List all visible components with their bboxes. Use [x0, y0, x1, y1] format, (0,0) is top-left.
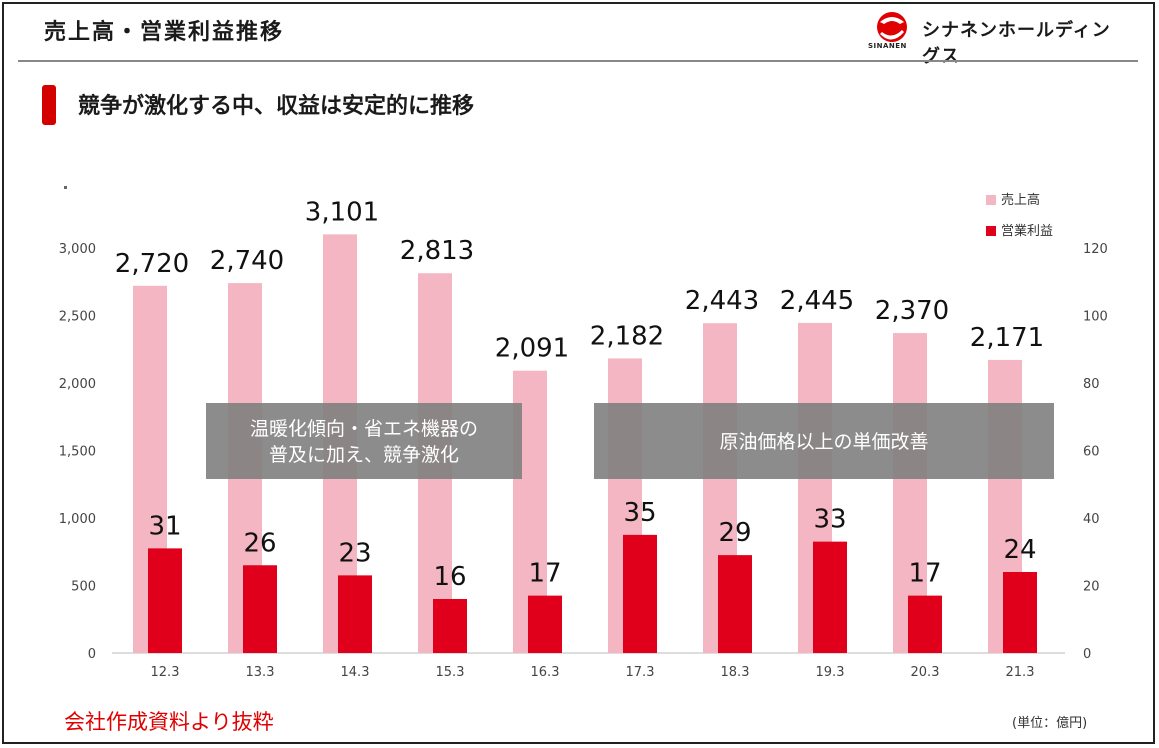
profit-data-label: 31 [148, 511, 181, 541]
subtitle-accent-bar [42, 85, 56, 125]
sales-data-label: 2,445 [780, 286, 854, 316]
profit-data-label: 24 [1003, 535, 1036, 565]
header-divider [18, 60, 1138, 62]
x-tick-label: 16.3 [531, 665, 560, 680]
profit-data-label: 33 [813, 505, 846, 535]
sales-data-label: 3,101 [305, 197, 379, 227]
legend-label: 売上高 [1001, 192, 1040, 208]
stray-dot [64, 186, 67, 189]
x-tick-label: 14.3 [341, 665, 370, 680]
chart-subtitle: 競争が激化する中、収益は安定的に推移 [78, 94, 475, 119]
profit-data-label: 17 [908, 559, 941, 589]
x-tick-label: 18.3 [721, 665, 750, 680]
annotation-text: 原油価格以上の単価改善 [719, 431, 928, 453]
y-left-tick-label: 0 [88, 647, 96, 662]
sales-data-label: 2,171 [970, 323, 1044, 353]
y-left-tick-label: 2,500 [59, 310, 96, 325]
y-right-tick-label: 60 [1083, 445, 1100, 460]
legend-swatch [986, 195, 996, 205]
profit-data-label: 17 [528, 559, 561, 589]
sales-data-label: 2,720 [115, 249, 189, 279]
source-note: 会社作成資料より抜粋 [64, 710, 274, 734]
profit-bar [623, 534, 657, 653]
x-tick-label: 17.3 [626, 665, 655, 680]
y-left-tick-label: 1,500 [59, 445, 96, 460]
sales-data-label: 2,370 [875, 296, 949, 326]
profit-data-label: 16 [433, 562, 466, 592]
profit-bar [813, 541, 847, 653]
sales-data-label: 2,443 [685, 286, 759, 316]
y-right-tick-label: 100 [1083, 310, 1108, 325]
profit-bar [433, 599, 467, 653]
profit-data-label: 23 [338, 538, 371, 568]
profit-bar [148, 548, 182, 653]
y-right-tick-label: 80 [1083, 377, 1100, 392]
company-logo: SINANEN シナネンホールディングス [866, 10, 1116, 67]
y-right-tick-label: 120 [1083, 242, 1108, 257]
y-right-tick-label: 20 [1083, 580, 1100, 595]
profit-data-label: 26 [243, 528, 276, 558]
annotation-box [206, 403, 522, 479]
annotation-text: 普及に加え、競争激化 [269, 444, 459, 466]
logo-mark-icon [877, 12, 907, 42]
unit-note: (単位：億円) [1012, 716, 1088, 731]
y-left-tick-label: 1,000 [59, 512, 96, 527]
x-tick-label: 20.3 [911, 665, 940, 680]
y-right-tick-label: 40 [1083, 512, 1100, 527]
logo-sub-text: SINANEN [868, 42, 907, 50]
x-tick-label: 15.3 [436, 665, 465, 680]
x-tick-label: 12.3 [151, 665, 180, 680]
profit-bar [908, 595, 942, 653]
profit-data-label: 29 [718, 518, 751, 548]
legend-label: 営業利益 [1001, 223, 1053, 239]
annotation-box [594, 403, 1054, 479]
profit-bar [718, 555, 752, 653]
y-left-tick-label: 2,000 [59, 377, 96, 392]
y-right-tick-label: 0 [1083, 647, 1091, 662]
sales-data-label: 2,182 [590, 321, 664, 351]
legend-swatch [986, 226, 996, 236]
y-left-tick-label: 3,000 [59, 242, 96, 257]
y-left-tick-label: 500 [71, 580, 96, 595]
x-tick-label: 19.3 [816, 665, 845, 680]
profit-bar [243, 565, 277, 653]
x-tick-label: 21.3 [1006, 665, 1035, 680]
annotation-text: 温暖化傾向・省エネ機器の [250, 418, 478, 440]
page-title: 売上高・営業利益推移 [44, 20, 285, 45]
profit-bar [528, 595, 562, 653]
profit-bar [338, 575, 372, 653]
sales-data-label: 2,091 [495, 334, 569, 364]
profit-data-label: 35 [623, 498, 656, 528]
sales-data-label: 2,740 [210, 246, 284, 276]
sales-data-label: 2,813 [400, 236, 474, 266]
profit-bar [1003, 572, 1037, 653]
x-tick-label: 13.3 [246, 665, 275, 680]
